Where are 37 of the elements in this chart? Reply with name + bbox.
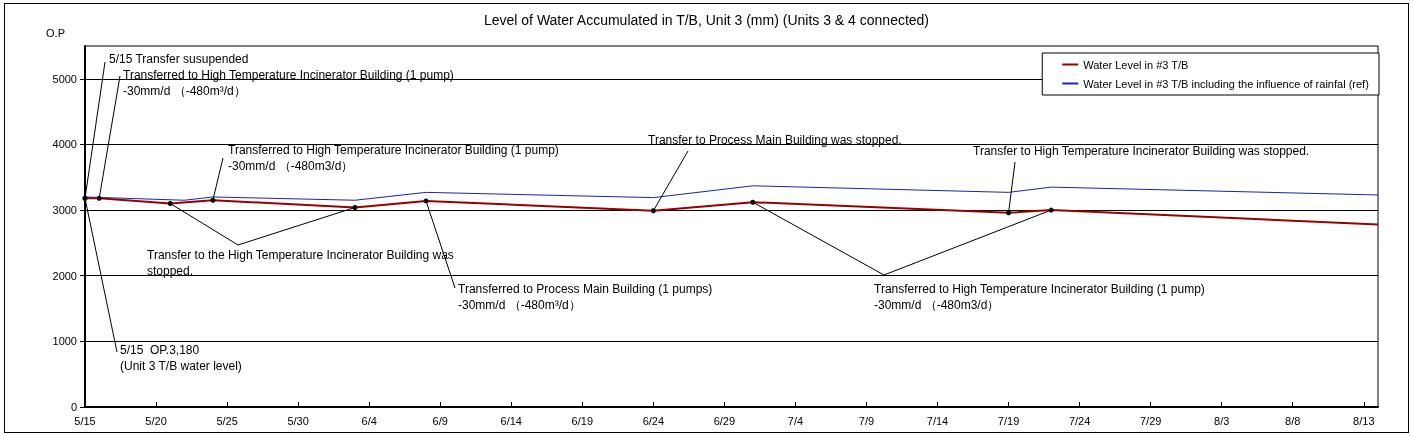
annotation: 5/15 Transfer susupended bbox=[109, 52, 249, 66]
x-tick-label: 6/9 bbox=[432, 414, 448, 427]
y-axis-title: O.P bbox=[46, 26, 65, 39]
legend-label: Water Level in #3 T/B including the influence of rainfal (ref) bbox=[1083, 77, 1369, 90]
x-tick-label: 7/9 bbox=[858, 414, 875, 427]
x-tick-label: 7/19 bbox=[997, 414, 1020, 427]
annotation: Transfer to High Temperature Incinerator Building was stopped. bbox=[973, 144, 1310, 158]
x-tick-label: 7/14 bbox=[926, 414, 949, 427]
x-tick-label: 6/19 bbox=[571, 414, 594, 427]
annotation: Transferred to High Temperature Incinerator Building (1 pump) -30mm/d （-480m3/d） bbox=[874, 282, 1205, 312]
y-tick-label: 1000 bbox=[52, 335, 77, 348]
y-tick-label: 4000 bbox=[52, 138, 77, 151]
x-tick-label: 7/29 bbox=[1139, 414, 1162, 427]
x-tick-label: 5/30 bbox=[287, 414, 309, 427]
x-tick-label: 5/15 bbox=[74, 414, 96, 427]
annotation: Transferred to Process Main Building (1 pumps) -30mm/d （-480m³/d） bbox=[458, 282, 713, 312]
x-tick-label: 8/3 bbox=[1214, 414, 1230, 427]
x-tick-label: 8/8 bbox=[1285, 414, 1301, 427]
x-tick-label: 5/20 bbox=[145, 414, 167, 427]
x-tick-label: 6/14 bbox=[500, 414, 522, 427]
chart-title: Level of Water Accumulated in T/B, Unit 3 (mm) (Units 3 & 4 connected) bbox=[483, 12, 930, 28]
annotation: Transferred to High Temperature Incinerator Building (1 pump) -30mm/d （-480m³/d） bbox=[123, 68, 454, 98]
x-tick-label: 6/29 bbox=[713, 414, 736, 427]
legend-label: Water Level in #3 T/B bbox=[1083, 58, 1189, 71]
y-tick-label: 2000 bbox=[52, 269, 77, 282]
x-tick-label: 7/4 bbox=[787, 414, 804, 427]
x-tick-label: 7/24 bbox=[1068, 414, 1091, 427]
y-tick-label: 0 bbox=[70, 401, 77, 413]
y-tick-label: 5000 bbox=[52, 72, 77, 85]
x-tick-label: 6/4 bbox=[361, 414, 377, 427]
annotation: Transferred to High Temperature Incinerator Building (1 pump) -30mm/d （-480m3/d） bbox=[228, 143, 559, 173]
x-tick-label: 5/25 bbox=[216, 414, 238, 427]
x-tick-label: 6/24 bbox=[642, 414, 665, 427]
annotation: 5/15 OP.3,180 (Unit 3 T/B water level) bbox=[120, 343, 242, 373]
annotation: Transfer to Process Main Building was stopped. bbox=[648, 133, 902, 147]
y-tick-label: 3000 bbox=[52, 204, 77, 217]
x-tick-label: 8/13 bbox=[1353, 414, 1375, 427]
